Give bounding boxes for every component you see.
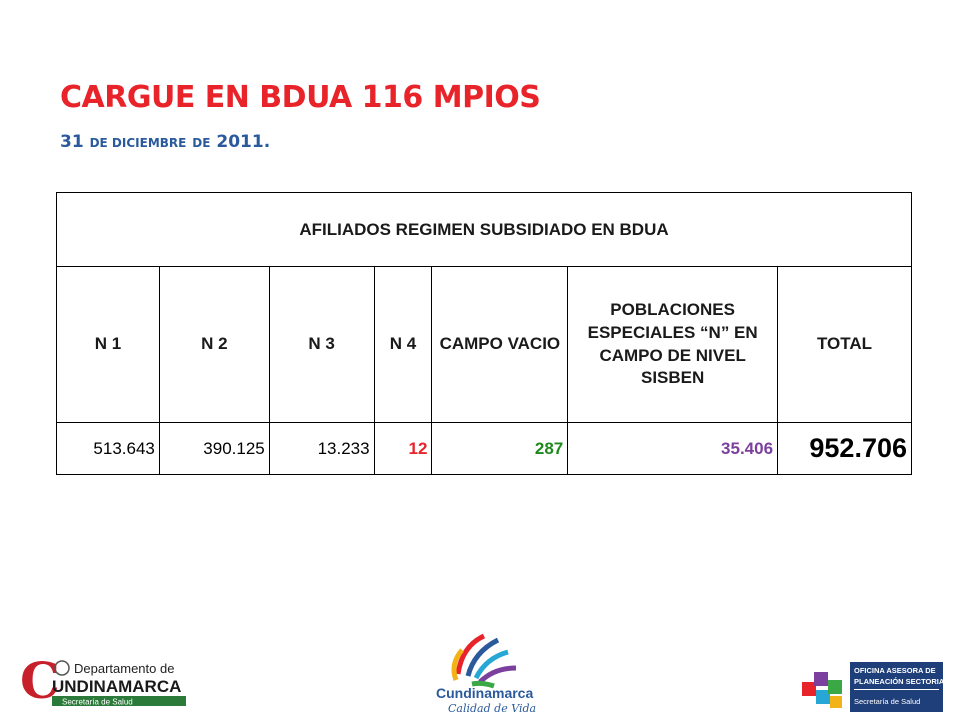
logo-green-bar <box>52 696 186 706</box>
logo-line1: Departamento de <box>74 661 174 676</box>
cundinamarca-department-logo: C Departamento de UNDINAMARCA Secretaría… <box>20 652 186 708</box>
value-total: 952.706 <box>777 422 912 475</box>
planeacion-sectorial-logo: OFICINA ASESORA DE PLANEACIÓN SECTORIAL … <box>802 662 945 712</box>
logo-line3: Secretaría de Salud <box>62 698 133 707</box>
col-total: TOTAL <box>777 266 912 423</box>
right-logo-box <box>850 662 943 712</box>
col-n1: N 1 <box>56 266 160 423</box>
col-campo-vacio: CAMPO VACIO <box>431 266 569 423</box>
subtitle-day: 31 <box>60 132 84 152</box>
center-logo-name: Cundinamarca <box>436 685 533 701</box>
right-logo-line1: OFICINA ASESORA DE <box>854 666 936 675</box>
page-title: CARGUE EN BDUA 116 MPIOS <box>60 80 541 115</box>
page-subtitle: 31 DE DICIEMBRE DE 2011. <box>60 132 270 152</box>
subtitle-month: DE DICIEMBRE <box>89 136 187 150</box>
value-n3: 13.233 <box>268 422 375 475</box>
value-n1: 513.643 <box>56 422 160 475</box>
value-poblaciones: 35.406 <box>567 422 779 475</box>
afiliados-table: AFILIADOS REGIMEN SUBSIDIADO EN BDUA N 1… <box>56 192 912 475</box>
col-n2: N 2 <box>158 266 270 423</box>
col-n4: N 4 <box>373 266 433 423</box>
table-heading: AFILIADOS REGIMEN SUBSIDIADO EN BDUA <box>56 192 912 267</box>
calidad-de-vida-logo: Cundinamarca Calidad de Vida <box>436 633 536 715</box>
puzzle-icon <box>802 682 816 696</box>
subtitle-year: 2011. <box>216 132 271 152</box>
subtitle-de: DE <box>192 136 211 150</box>
value-n2: 390.125 <box>158 422 270 475</box>
logo-line2: UNDINAMARCA <box>52 677 181 696</box>
value-n4: 12 <box>373 422 433 475</box>
col-poblaciones: POBLACIONES ESPECIALES “N” EN CAMPO DE N… <box>567 266 779 423</box>
value-campo-vacio: 287 <box>431 422 569 475</box>
right-logo-line3: Secretaría de Salud <box>854 697 920 706</box>
col-n3: N 3 <box>268 266 375 423</box>
center-logo-slogan: Calidad de Vida <box>448 702 536 715</box>
coat-of-arms-icon <box>54 660 70 676</box>
right-logo-line2: PLANEACIÓN SECTORIAL <box>854 677 945 686</box>
